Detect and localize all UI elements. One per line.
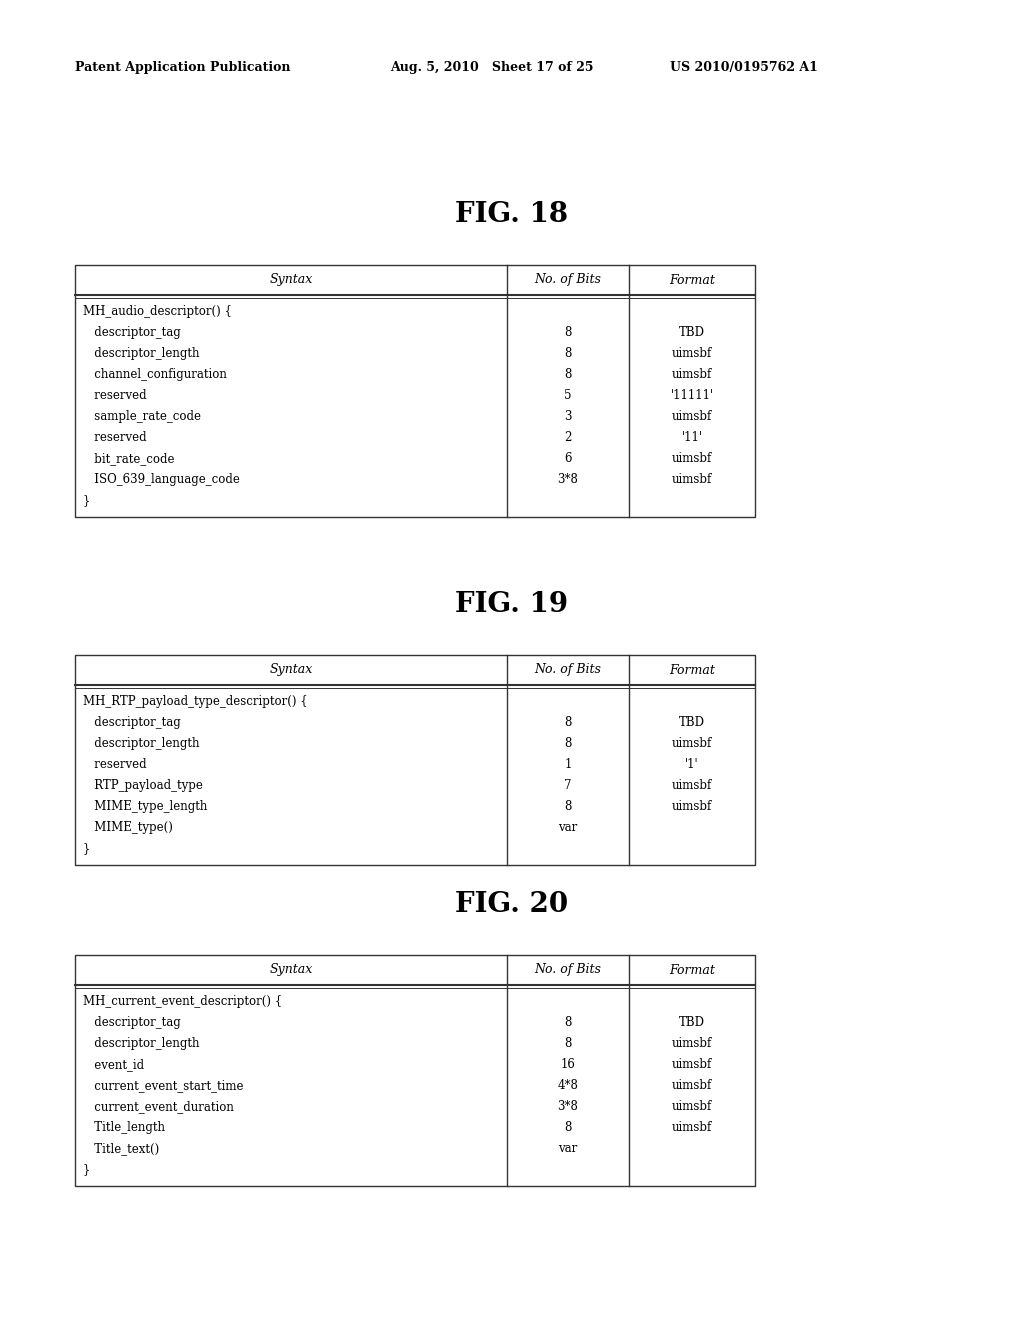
- Text: uimsbf: uimsbf: [672, 451, 713, 465]
- Text: TBD: TBD: [679, 326, 706, 339]
- Text: 2: 2: [564, 432, 571, 444]
- Text: Patent Application Publication: Patent Application Publication: [75, 62, 291, 74]
- Text: Format: Format: [669, 273, 715, 286]
- Text: TBD: TBD: [679, 715, 706, 729]
- Text: MH_current_event_descriptor() {: MH_current_event_descriptor() {: [83, 995, 283, 1008]
- Text: 8: 8: [564, 347, 571, 360]
- Text: uimsbf: uimsbf: [672, 1078, 713, 1092]
- Text: descriptor_length: descriptor_length: [83, 347, 200, 360]
- Text: FIG. 18: FIG. 18: [456, 202, 568, 228]
- Text: 4*8: 4*8: [557, 1078, 579, 1092]
- Text: FIG. 19: FIG. 19: [456, 591, 568, 619]
- Text: bit_rate_code: bit_rate_code: [83, 451, 174, 465]
- Text: uimsbf: uimsbf: [672, 473, 713, 486]
- Text: 8: 8: [564, 1121, 571, 1134]
- Text: }: }: [83, 494, 90, 507]
- Text: FIG. 20: FIG. 20: [456, 891, 568, 919]
- Text: sample_rate_code: sample_rate_code: [83, 411, 201, 422]
- Text: 3*8: 3*8: [557, 1100, 579, 1113]
- Text: descriptor_tag: descriptor_tag: [83, 326, 181, 339]
- Text: uimsbf: uimsbf: [672, 737, 713, 750]
- Text: 5: 5: [564, 389, 571, 403]
- Text: MIME_type_length: MIME_type_length: [83, 800, 208, 813]
- Text: MH_audio_descriptor() {: MH_audio_descriptor() {: [83, 305, 231, 318]
- Text: '11': '11': [682, 432, 702, 444]
- Text: current_event_start_time: current_event_start_time: [83, 1078, 244, 1092]
- Text: uimsbf: uimsbf: [672, 411, 713, 422]
- Text: descriptor_tag: descriptor_tag: [83, 715, 181, 729]
- Text: 8: 8: [564, 1038, 571, 1049]
- Text: uimsbf: uimsbf: [672, 1038, 713, 1049]
- Text: 8: 8: [564, 326, 571, 339]
- Text: current_event_duration: current_event_duration: [83, 1100, 233, 1113]
- Bar: [75, 265, 755, 517]
- Text: No. of Bits: No. of Bits: [535, 664, 601, 676]
- Text: '1': '1': [685, 758, 699, 771]
- Text: ISO_639_language_code: ISO_639_language_code: [83, 473, 240, 486]
- Text: RTP_payload_type: RTP_payload_type: [83, 779, 203, 792]
- Text: }: }: [83, 842, 90, 855]
- Text: channel_configuration: channel_configuration: [83, 368, 227, 381]
- Text: uimsbf: uimsbf: [672, 1100, 713, 1113]
- Text: 16: 16: [560, 1059, 575, 1071]
- Text: 8: 8: [564, 1016, 571, 1030]
- Bar: [75, 954, 755, 1185]
- Text: uimsbf: uimsbf: [672, 368, 713, 381]
- Text: Title_length: Title_length: [83, 1121, 165, 1134]
- Text: 7: 7: [564, 779, 571, 792]
- Text: 8: 8: [564, 368, 571, 381]
- Text: US 2010/0195762 A1: US 2010/0195762 A1: [670, 62, 818, 74]
- Text: }: }: [83, 1163, 90, 1176]
- Bar: [75, 655, 755, 865]
- Text: TBD: TBD: [679, 1016, 706, 1030]
- Text: var: var: [558, 821, 578, 834]
- Text: 1: 1: [564, 758, 571, 771]
- Text: 3*8: 3*8: [557, 473, 579, 486]
- Text: uimsbf: uimsbf: [672, 1121, 713, 1134]
- Text: Syntax: Syntax: [269, 964, 312, 977]
- Text: Aug. 5, 2010   Sheet 17 of 25: Aug. 5, 2010 Sheet 17 of 25: [390, 62, 594, 74]
- Text: Format: Format: [669, 664, 715, 676]
- Text: uimsbf: uimsbf: [672, 800, 713, 813]
- Text: 3: 3: [564, 411, 571, 422]
- Text: Syntax: Syntax: [269, 664, 312, 676]
- Text: Format: Format: [669, 964, 715, 977]
- Text: descriptor_tag: descriptor_tag: [83, 1016, 181, 1030]
- Text: uimsbf: uimsbf: [672, 347, 713, 360]
- Text: descriptor_length: descriptor_length: [83, 1038, 200, 1049]
- Text: var: var: [558, 1142, 578, 1155]
- Text: Syntax: Syntax: [269, 273, 312, 286]
- Text: '11111': '11111': [671, 389, 714, 403]
- Text: MH_RTP_payload_type_descriptor() {: MH_RTP_payload_type_descriptor() {: [83, 696, 307, 708]
- Text: No. of Bits: No. of Bits: [535, 964, 601, 977]
- Text: 6: 6: [564, 451, 571, 465]
- Text: event_id: event_id: [83, 1059, 144, 1071]
- Text: reserved: reserved: [83, 758, 146, 771]
- Text: 8: 8: [564, 715, 571, 729]
- Text: reserved: reserved: [83, 389, 146, 403]
- Text: No. of Bits: No. of Bits: [535, 273, 601, 286]
- Text: uimsbf: uimsbf: [672, 779, 713, 792]
- Text: descriptor_length: descriptor_length: [83, 737, 200, 750]
- Text: reserved: reserved: [83, 432, 146, 444]
- Text: 8: 8: [564, 800, 571, 813]
- Text: 8: 8: [564, 737, 571, 750]
- Text: uimsbf: uimsbf: [672, 1059, 713, 1071]
- Text: MIME_type(): MIME_type(): [83, 821, 173, 834]
- Text: Title_text(): Title_text(): [83, 1142, 160, 1155]
